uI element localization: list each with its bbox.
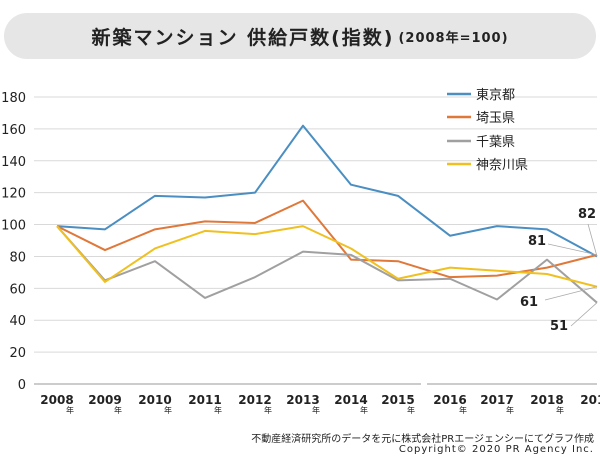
- y-tick-label: 180: [1, 91, 26, 106]
- y-tick-label: 160: [1, 123, 26, 138]
- x-tick-suffix: 年: [459, 405, 467, 415]
- annotation-label: 51: [550, 319, 568, 334]
- title-bar: 新築マンション 供給戸数 (指数) (2008年=100): [4, 13, 596, 59]
- x-tick-label: 2009: [88, 393, 121, 407]
- series-line-1: [56, 124, 598, 258]
- x-tick-label: 2008: [40, 393, 73, 407]
- x-tick-label: 2018: [530, 393, 563, 407]
- x-tick-suffix: 年: [556, 405, 564, 415]
- annotation-leader: [544, 286, 598, 301]
- x-tick-suffix: 年: [164, 405, 172, 415]
- x-tick-suffix: 年: [312, 405, 320, 415]
- legend-label-1: 東京都: [476, 87, 515, 103]
- chart-title: 新築マンション 供給戸数: [91, 26, 332, 49]
- annotation-leader: [547, 243, 598, 256]
- x-tick-label: 2019: [580, 393, 600, 407]
- x-tick-label: 2013: [286, 393, 319, 407]
- x-tick-suffix: 年: [360, 405, 368, 415]
- legend-label-3: 千葉県: [476, 135, 515, 150]
- x-tick-label: 2014: [334, 393, 367, 407]
- x-tick-label: 2015: [381, 393, 414, 407]
- annotation-leader: [570, 302, 598, 327]
- y-tick-label: 60: [9, 282, 26, 297]
- annotation-label: 61: [520, 295, 538, 310]
- x-tick-label: 2017: [480, 393, 513, 407]
- chart-subtitle: (2008年=100): [398, 30, 509, 46]
- x-tick-label: 2010: [138, 393, 171, 407]
- axis-break: [421, 381, 427, 387]
- source-note: 不動産経済研究所のデータを元に株式会社PRエージェンシーにてグラフ作成: [251, 434, 594, 445]
- annotation-label: 82: [578, 207, 596, 222]
- x-tick-label: 2012: [238, 393, 271, 407]
- y-tick-label: 80: [9, 250, 26, 265]
- x-tick-suffix: 年: [407, 405, 415, 415]
- copyright-note: Copyright© 2020 PR Agency Inc.: [398, 444, 594, 455]
- y-tick-label: 20: [9, 346, 26, 361]
- y-tick-label: 120: [1, 187, 26, 202]
- y-tick-label: 40: [9, 314, 26, 329]
- x-tick-suffix: 年: [114, 405, 122, 415]
- y-tick-label: 100: [1, 219, 26, 234]
- series-line-2: [56, 199, 598, 279]
- y-tick-label: 140: [1, 155, 26, 170]
- x-tick-label: 2016: [433, 393, 466, 407]
- chart-title-suffix: (指数): [331, 26, 395, 49]
- x-tick-suffix: 年: [214, 405, 222, 415]
- annotation-leader: [587, 223, 598, 257]
- y-tick-label: 0: [18, 378, 26, 393]
- legend-label-2: 埼玉県: [476, 111, 515, 126]
- series-line-4: [56, 225, 598, 288]
- series-line-3: [56, 225, 598, 304]
- annotation-label: 81: [528, 234, 546, 249]
- x-tick-suffix: 年: [66, 405, 74, 415]
- x-tick-label: 2011: [188, 393, 221, 407]
- legend-label-4: 神奈川県: [476, 158, 528, 173]
- x-tick-suffix: 年: [264, 405, 272, 415]
- x-tick-suffix: 年: [506, 405, 514, 415]
